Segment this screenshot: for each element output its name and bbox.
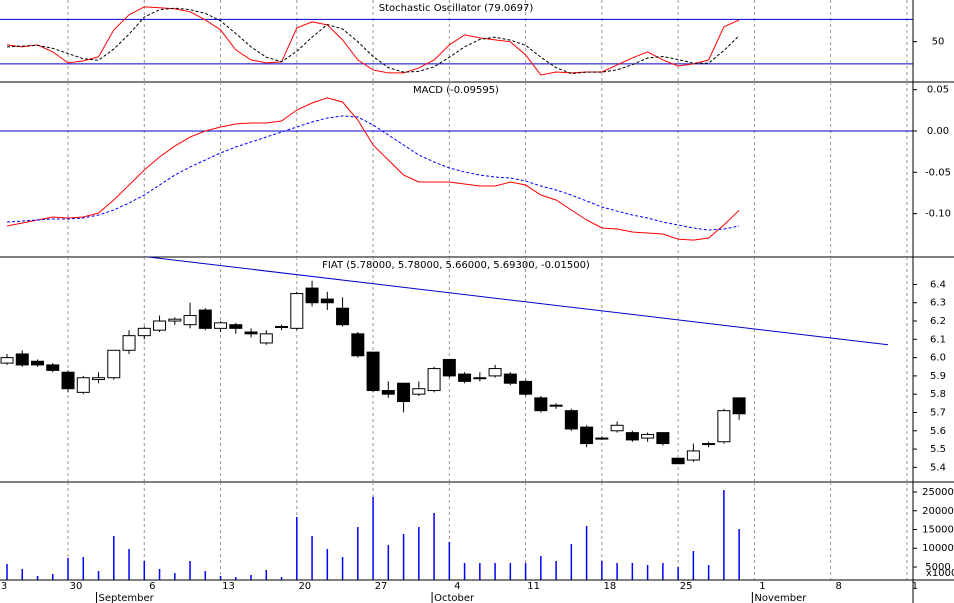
candle-body (305, 287, 319, 304)
x-tick-label: 18 (603, 581, 616, 592)
x-tick-label: 13 (222, 581, 235, 592)
candle-body (519, 380, 533, 395)
candle-body (610, 424, 624, 432)
y-tick-label: 5.4 (930, 462, 946, 473)
candle-body (442, 358, 456, 377)
unit-label: x1000 (926, 568, 954, 579)
candle-body (92, 377, 106, 381)
candle-body (107, 349, 121, 379)
candle-body (46, 364, 60, 371)
indicator-line (6, 97, 740, 241)
candle-body (15, 353, 29, 366)
candle-body (290, 293, 304, 329)
candle-body (580, 426, 594, 445)
y-tick-label: 50 (932, 37, 945, 48)
month-label: September (99, 593, 155, 603)
y-tick-label: -0.10 (925, 209, 951, 220)
candle-body (320, 298, 334, 304)
x-tick-label: 11 (527, 581, 540, 592)
candle-body (534, 397, 548, 412)
candle-body (351, 333, 365, 357)
x-tick-label: 30 (70, 581, 83, 592)
candle-body (488, 368, 502, 377)
candle-body (244, 331, 258, 335)
candle-body (259, 333, 273, 344)
trend-line (148, 256, 889, 346)
candle-body (31, 360, 45, 366)
month-label: October (434, 593, 475, 603)
y-tick-label: 5.9 (930, 371, 946, 382)
candle-body (214, 322, 228, 329)
indicator-line (6, 115, 740, 231)
candle-body (122, 335, 136, 351)
candle-body (381, 390, 395, 395)
candle-body (656, 432, 670, 445)
candle-body (717, 410, 731, 443)
x-tick-label: 4 (454, 581, 460, 592)
candle-body (503, 373, 517, 384)
candle-body (0, 357, 14, 364)
x-tick-label: 3 (1, 581, 7, 592)
x-tick-label: 27 (375, 581, 388, 592)
y-tick-label: 5.6 (930, 426, 946, 437)
x-tick-label: 6 (149, 581, 155, 592)
y-tick-label: 5.8 (930, 389, 946, 400)
x-tick-label: 25 (680, 581, 693, 592)
candle-body (671, 457, 685, 465)
month-label: November (754, 593, 807, 603)
y-tick-label: 10000 (922, 543, 954, 554)
candle-body (702, 443, 716, 446)
candle-body (397, 382, 411, 403)
candle-body (168, 318, 182, 322)
candle-body (427, 368, 441, 392)
indicator-line (6, 6, 740, 76)
y-tick-label: 25000 (922, 487, 954, 498)
y-tick-label: -0.05 (925, 167, 951, 178)
candle-body (137, 327, 151, 337)
y-tick-label: 6.1 (930, 334, 946, 345)
y-tick-label: 20000 (922, 506, 954, 517)
y-tick-label: 15000 (922, 525, 954, 536)
y-tick-label: 0.05 (927, 85, 949, 96)
y-tick-label: 6.0 (930, 353, 946, 364)
candle-body (183, 315, 197, 326)
x-tick-label: 1 (912, 581, 918, 592)
y-tick-label: 6.4 (930, 279, 946, 290)
candle-body (412, 388, 426, 395)
y-tick-label: 5.7 (930, 407, 946, 418)
x-tick-label: 20 (298, 581, 311, 592)
y-tick-label: 6.2 (930, 316, 946, 327)
candle-body (549, 404, 563, 407)
y-tick-label: 0.00 (927, 126, 949, 137)
x-tick-label: 8 (835, 581, 841, 592)
candle-body (336, 307, 350, 326)
candle-body (76, 377, 90, 393)
panel-title: Stochastic Oscillator (79.0697) (379, 3, 534, 14)
x-tick-label: 1 (759, 581, 765, 592)
candle-body (366, 351, 380, 392)
candle-body (458, 373, 472, 382)
candle-body (61, 371, 75, 390)
candle-body (473, 377, 487, 380)
candle-body (275, 326, 289, 329)
candle-body (641, 433, 655, 439)
panel-title: FIAT (5.78000, 5.78000, 5.66000, 5.69300… (322, 260, 590, 271)
y-tick-label: 6.3 (930, 298, 946, 309)
y-tick-label: 5.5 (930, 444, 946, 455)
candle-body (198, 309, 212, 329)
candle-body (564, 410, 578, 430)
candle-body (229, 324, 243, 329)
candle-body (625, 432, 639, 441)
y-tick-label: 5000 (925, 562, 950, 573)
candle-body (153, 320, 167, 331)
candle-body (686, 450, 700, 461)
candle-body (732, 397, 746, 415)
indicator-line (6, 7, 740, 75)
candle-body (595, 437, 609, 440)
panel-title: MACD (-0.09595) (413, 85, 499, 96)
